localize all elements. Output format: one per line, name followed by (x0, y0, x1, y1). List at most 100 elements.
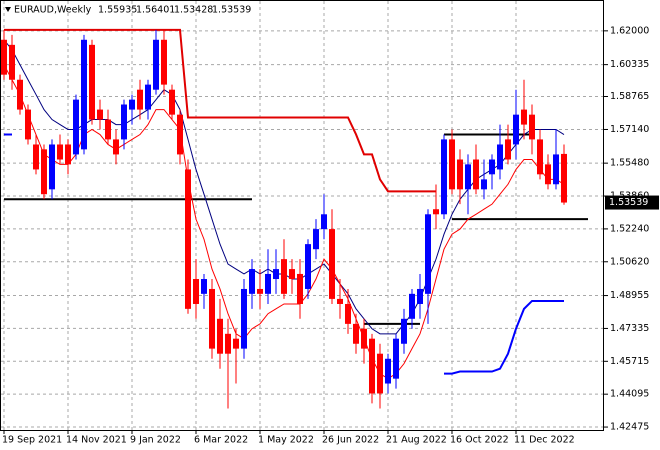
candle-body (57, 144, 63, 160)
candle-body (121, 104, 127, 140)
candle-body (329, 229, 335, 299)
low: 1.53428 (174, 5, 213, 16)
y-tick-label: 1.45715 (610, 356, 649, 367)
candle-body (161, 39, 167, 85)
candle-body (249, 269, 255, 294)
candle-body (33, 144, 39, 170)
candle-body (201, 279, 207, 294)
candle-body (217, 318, 223, 354)
candle-body (129, 99, 135, 110)
candle-body (313, 229, 319, 250)
x-tick-label: 14 Nov 2021 (66, 435, 127, 446)
price-label-box (605, 195, 659, 210)
candle-body (345, 303, 351, 324)
y-tick-label: 1.48955 (610, 290, 649, 301)
y-tick-label: 1.44095 (610, 389, 649, 400)
candle-body (105, 119, 111, 140)
candle-body (137, 89, 143, 110)
candle-body (385, 358, 391, 384)
candle-body (393, 338, 399, 379)
y-tick-label: 1.50620 (610, 256, 649, 267)
x-tick-label: 19 Sep 2021 (2, 435, 62, 446)
candle-body (81, 39, 87, 150)
candle-body (25, 109, 31, 140)
y-tick-label: 1.62000 (610, 25, 649, 36)
x-tick-label: 16 Oct 2022 (450, 435, 509, 446)
plot-frame (0, 0, 604, 431)
candle-body (17, 79, 23, 110)
symbol: EURAUD,Weekly (14, 5, 92, 16)
candle-body (1, 39, 7, 75)
candle-body (225, 333, 231, 354)
candle-body (241, 288, 247, 349)
candle-body (553, 154, 559, 185)
candle-body (257, 288, 263, 294)
candle-body (9, 44, 15, 80)
candle-body (473, 159, 479, 190)
candle-body (545, 164, 551, 185)
candle-body (457, 159, 463, 190)
candle-body (41, 149, 47, 195)
candle-body (233, 338, 239, 349)
candle-body (353, 323, 359, 344)
x-tick-label: 1 May 2022 (258, 435, 314, 446)
candle-body (513, 114, 519, 145)
grid (1, 1, 604, 430)
candle-body (377, 353, 383, 394)
header: EURAUD,Weekly 1.55935 1.56401 1.53428 1.… (14, 5, 251, 16)
menu-arrow[interactable] (5, 7, 11, 12)
x-tick-label: 11 Dec 2022 (514, 435, 575, 446)
x-tick-label: 6 Mar 2022 (194, 435, 248, 446)
candle-body (433, 209, 439, 215)
y-tick-label: 1.42475 (610, 422, 649, 433)
candle-body (465, 164, 471, 190)
candle-body (209, 288, 215, 349)
candle-body (561, 153, 567, 203)
candle-body (521, 109, 527, 125)
candle-body (265, 273, 271, 294)
candle-body (49, 144, 55, 190)
candle-body (449, 139, 455, 190)
candle-body (321, 214, 327, 230)
candle-body (481, 179, 487, 190)
indicator-line (4, 28, 436, 193)
candle-body (177, 114, 183, 155)
x-tick-label: 9 Jan 2022 (130, 435, 181, 446)
marks (1, 28, 588, 409)
candle-body (113, 139, 119, 155)
candle-body (289, 269, 295, 280)
candle-body (409, 293, 415, 319)
candle-body (281, 259, 287, 294)
candle-body (537, 139, 543, 175)
y-tick-label: 1.58765 (610, 91, 649, 102)
candle-body (153, 39, 159, 90)
y-tick-label: 1.52240 (610, 223, 649, 234)
candle-body (361, 328, 367, 349)
x-tick-label: 26 Jun 2022 (322, 435, 379, 446)
candle-body (401, 318, 407, 344)
candle-body (297, 273, 303, 304)
candle-body (73, 99, 79, 155)
high: 1.56401 (136, 5, 175, 16)
candle-body (497, 144, 503, 170)
open: 1.55935 (98, 5, 137, 16)
price-label: 1.53539 (609, 197, 648, 208)
candle-body (193, 279, 199, 304)
candle-body (441, 139, 447, 215)
candle-body (337, 298, 343, 304)
indicator-line (3, 64, 565, 380)
candle-body (145, 84, 151, 110)
candle-body (417, 288, 423, 304)
candle-body (529, 114, 535, 140)
y-tick-label: 1.57140 (610, 124, 649, 135)
candle-body (489, 159, 495, 175)
candle-body (425, 214, 431, 294)
x-tick-label: 21 Aug 2022 (386, 435, 447, 446)
indicator-line (4, 133, 564, 375)
y-tick-label: 1.60335 (610, 59, 649, 70)
candle-body (369, 338, 375, 394)
candle-body (89, 44, 95, 120)
candle-body (505, 139, 511, 160)
